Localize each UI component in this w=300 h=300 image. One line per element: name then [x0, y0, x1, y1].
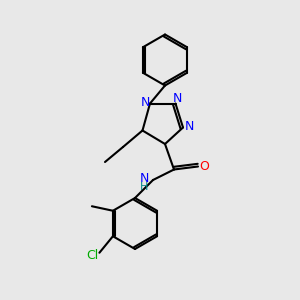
Text: N: N	[139, 172, 149, 185]
Text: O: O	[199, 160, 209, 173]
Text: N: N	[172, 92, 182, 105]
Text: Cl: Cl	[86, 249, 98, 262]
Text: N: N	[185, 119, 194, 133]
Text: H: H	[140, 182, 148, 192]
Text: N: N	[141, 95, 150, 109]
